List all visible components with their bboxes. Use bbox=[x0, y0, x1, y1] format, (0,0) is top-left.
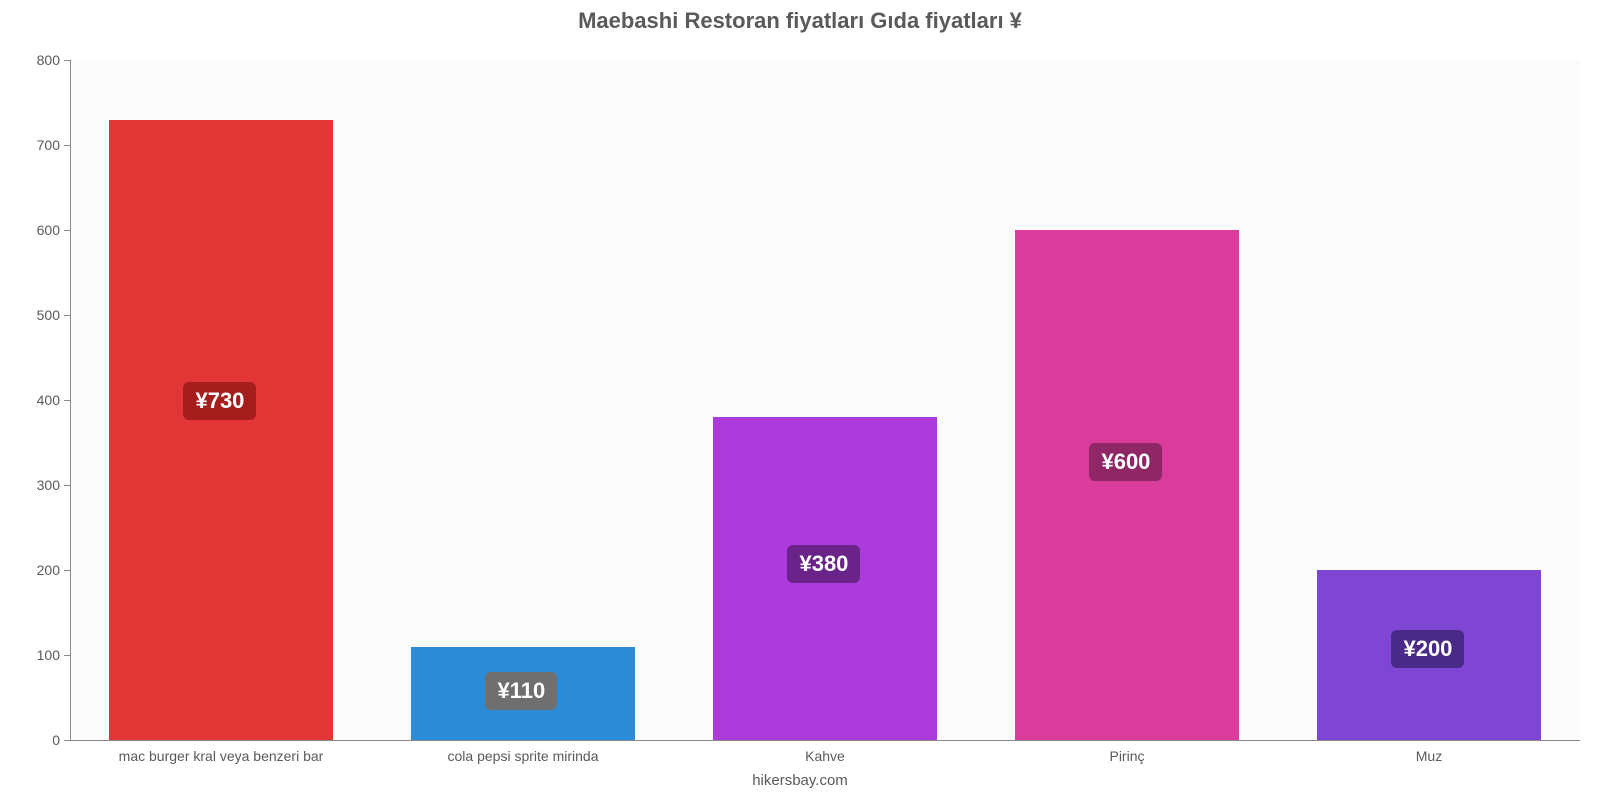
y-tick bbox=[64, 570, 70, 571]
y-tick bbox=[64, 655, 70, 656]
y-tick-label: 200 bbox=[37, 562, 60, 578]
x-axis bbox=[70, 740, 1580, 741]
y-tick-label: 600 bbox=[37, 222, 60, 238]
bar bbox=[1015, 230, 1238, 740]
x-category-label: Kahve bbox=[674, 748, 976, 764]
y-tick bbox=[64, 60, 70, 61]
bar-value-label: ¥600 bbox=[1089, 443, 1162, 481]
y-axis bbox=[70, 60, 71, 740]
bar-value-label: ¥200 bbox=[1391, 630, 1464, 668]
bar bbox=[109, 120, 332, 741]
y-tick-label: 500 bbox=[37, 307, 60, 323]
x-category-label: cola pepsi sprite mirinda bbox=[372, 748, 674, 764]
y-tick-label: 700 bbox=[37, 137, 60, 153]
x-category-label: Pirinç bbox=[976, 748, 1278, 764]
chart-title: Maebashi Restoran fiyatları Gıda fiyatla… bbox=[0, 8, 1600, 34]
y-tick-label: 100 bbox=[37, 647, 60, 663]
chart-footer: hikersbay.com bbox=[0, 772, 1600, 789]
y-tick-label: 400 bbox=[37, 392, 60, 408]
x-category-label: Muz bbox=[1278, 748, 1580, 764]
y-tick bbox=[64, 485, 70, 486]
y-tick bbox=[64, 230, 70, 231]
bar-value-label: ¥730 bbox=[183, 382, 256, 420]
bar-value-label: ¥110 bbox=[485, 672, 557, 710]
y-tick-label: 300 bbox=[37, 477, 60, 493]
y-tick-label: 0 bbox=[52, 732, 60, 748]
price-bar-chart: Maebashi Restoran fiyatları Gıda fiyatla… bbox=[0, 0, 1600, 800]
y-tick-label: 800 bbox=[37, 52, 60, 68]
bar-value-label: ¥380 bbox=[787, 545, 860, 583]
x-category-label: mac burger kral veya benzeri bar bbox=[70, 748, 372, 764]
y-tick bbox=[64, 145, 70, 146]
y-tick bbox=[64, 400, 70, 401]
y-tick bbox=[64, 740, 70, 741]
y-tick bbox=[64, 315, 70, 316]
